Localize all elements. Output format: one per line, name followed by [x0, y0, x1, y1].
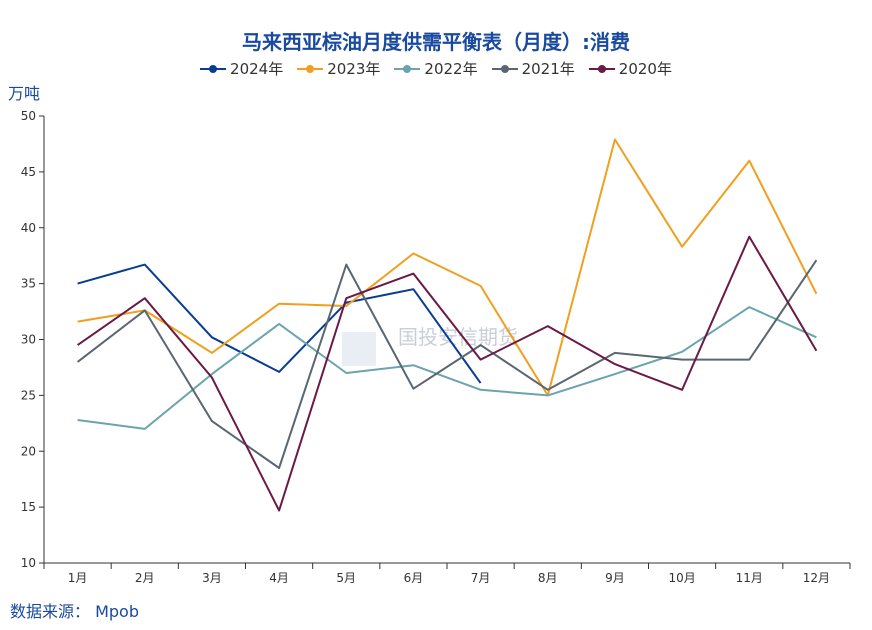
x-tick-label: 11月	[736, 571, 763, 585]
y-tick-label: 20	[21, 444, 36, 458]
legend-label: 2021年	[521, 60, 575, 78]
legend-label: 2020年	[618, 60, 672, 78]
series-line-2024年	[77, 263, 482, 384]
x-tick-label: 7月	[471, 571, 491, 585]
x-tick-label: 2月	[135, 571, 155, 585]
legend-label: 2023年	[327, 60, 381, 78]
y-tick-label: 45	[21, 165, 36, 179]
legend-swatch	[491, 64, 518, 73]
x-tick-label: 12月	[803, 571, 830, 585]
y-tick-label: 30	[21, 333, 36, 347]
series-line-2022年	[77, 306, 817, 430]
legend-swatch	[394, 64, 421, 73]
y-tick-label: 35	[21, 277, 36, 291]
legend-swatch	[297, 64, 324, 73]
x-tick-label: 9月	[605, 571, 625, 585]
y-tick-label: 25	[21, 388, 36, 402]
watermark-text: 国投安信期货	[398, 325, 518, 349]
legend-label: 2022年	[424, 60, 478, 78]
chart-title: 马来西亚棕油月度供需平衡表（月度）:消费	[242, 30, 630, 54]
y-tick-label: 15	[21, 500, 36, 514]
x-tick-label: 5月	[336, 571, 356, 585]
series-line-2020年	[77, 235, 818, 512]
y-tick-label: 40	[21, 221, 36, 235]
legend: 2024年 2023年 2022年 2021年 2020年	[0, 58, 872, 79]
x-tick-label: 1月	[68, 571, 88, 585]
x-tick-label: 3月	[202, 571, 222, 585]
series-line-2021年	[76, 259, 818, 469]
legend-item: 2023年	[297, 58, 380, 79]
x-tick-label: 10月	[668, 571, 695, 585]
y-tick-label: 10	[21, 556, 36, 570]
legend-swatch	[200, 64, 227, 73]
x-tick-label: 6月	[404, 571, 424, 585]
x-tick-label: 4月	[269, 571, 289, 585]
y-tick-label: 50	[21, 109, 36, 123]
legend-item: 2020年	[588, 58, 672, 79]
legend-label: 2024年	[230, 60, 284, 78]
series-line-2023年	[77, 138, 818, 397]
legend-item: 2024年	[200, 58, 283, 79]
legend-item: 2021年	[491, 58, 575, 79]
source-label: 数据来源： Mpob	[10, 602, 139, 621]
legend-item: 2022年	[394, 58, 478, 79]
y-axis-unit-label: 万吨	[8, 84, 41, 103]
x-tick-label: 8月	[538, 571, 558, 585]
legend-swatch	[588, 64, 615, 73]
watermark-logo-icon	[342, 332, 376, 366]
